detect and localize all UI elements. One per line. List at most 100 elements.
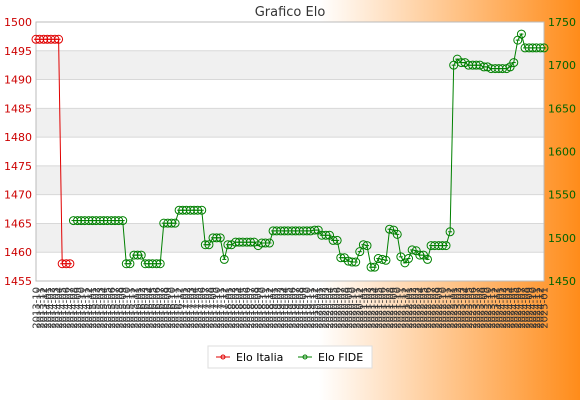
left-axis-tick-label: 1475 xyxy=(4,160,32,173)
plot-band xyxy=(36,194,544,224)
x-axis-tick-label: 2018-08 xyxy=(250,287,261,329)
x-axis-tick-label: 2024-05 xyxy=(509,287,520,329)
x-axis-tick-label: 2023-07 xyxy=(472,287,483,329)
left-y-axis: 1455 1460 1465 1470 1475 1480 1485 1490 1495 1500 xyxy=(4,16,32,288)
plot-band xyxy=(36,22,544,51)
x-axis-tick-label: 2023-12 xyxy=(491,287,502,329)
x-axis-tick-label: 2015-11 xyxy=(126,287,137,329)
data-point-elo-fide[interactable] xyxy=(118,216,128,226)
data-point-elo-fide[interactable] xyxy=(445,227,455,237)
x-axis-tick-label: 2020-02 xyxy=(317,287,328,329)
x-axis-tick-label: 2024-11 xyxy=(532,287,543,329)
x-axis-tick-label: 2014-07 xyxy=(65,287,76,329)
data-point-elo-fide[interactable] xyxy=(219,254,229,264)
x-axis-tick-label: 2020-01 xyxy=(314,287,325,329)
x-axis-tick-label: 2021-11 xyxy=(397,287,408,329)
data-point-elo-fide[interactable] xyxy=(343,256,353,266)
data-point-elo-fide[interactable] xyxy=(197,205,207,215)
x-axis-tick-label: 2013-11 xyxy=(35,287,46,329)
x-axis-tick-label: 2019-05 xyxy=(284,287,295,329)
x-axis-tick-label: 2017-08 xyxy=(205,287,216,329)
x-axis-tick-label: 2023-10 xyxy=(483,287,494,329)
left-axis-tick-label: 1470 xyxy=(4,189,32,202)
data-point-elo-fide[interactable] xyxy=(351,257,361,267)
data-point-elo-fide[interactable] xyxy=(125,259,135,269)
data-point-elo-fide[interactable] xyxy=(509,58,519,68)
right-axis-tick-label: 1650 xyxy=(548,102,576,115)
x-axis-tick-label: 2018-12 xyxy=(265,287,276,329)
x-axis-tick-label: 2015-07 xyxy=(111,287,122,329)
x-axis-tick-label: 2020-12 xyxy=(355,287,366,329)
x-axis-tick-label: 2015-04 xyxy=(99,287,110,329)
x-axis-tick-label: 2016-05 xyxy=(148,287,159,329)
right-axis-tick-label: 1550 xyxy=(548,189,576,202)
legend-item-elo-fide[interactable]: Elo FIDE xyxy=(298,351,363,364)
data-point-elo-fide[interactable] xyxy=(407,245,417,255)
x-axis-tick-label: 2017-02 xyxy=(182,287,193,329)
x-axis-tick-label: 2021-04 xyxy=(370,287,381,329)
x-axis-tick-label: 2019-09 xyxy=(299,287,310,329)
x-axis-tick-label: 2020-09 xyxy=(344,287,355,329)
data-point-elo-fide[interactable] xyxy=(422,254,432,264)
left-axis-tick-label: 1480 xyxy=(4,131,32,144)
data-point-elo-fide[interactable] xyxy=(264,238,274,248)
data-point-elo-fide[interactable] xyxy=(332,235,342,245)
data-point-elo-fide[interactable] xyxy=(385,224,395,234)
x-axis-tick-label: 2016-09 xyxy=(163,287,174,329)
x-axis-tick-label: 2022-11 xyxy=(442,287,453,329)
x-axis-tick-label: 2020-06 xyxy=(333,287,344,329)
x-axis-tick-label: 2023-01 xyxy=(449,287,460,329)
x-axis-tick-label: 2016-02 xyxy=(137,287,148,329)
plot-band xyxy=(36,79,544,109)
x-axis: 2013-102013-112013-122014-012014-022014-… xyxy=(32,287,551,329)
plot-band xyxy=(36,165,544,195)
x-axis-tick-label: 2013-10 xyxy=(32,287,43,329)
x-axis-tick-label: 2018-11 xyxy=(261,287,272,329)
x-axis-tick-label: 2017-01 xyxy=(178,287,189,329)
x-axis-tick-label: 2023-11 xyxy=(487,287,498,329)
x-axis-tick-label: 2022-12 xyxy=(445,287,456,329)
data-point-elo-fide[interactable] xyxy=(392,229,402,239)
data-point-elo-fide[interactable] xyxy=(377,254,387,264)
x-axis-tick-label: 2021-07 xyxy=(381,287,392,329)
x-axis-tick-label: 2014-03 xyxy=(50,287,61,329)
legend-label-elo-italia: Elo Italia xyxy=(236,351,283,364)
x-axis-tick-label: 2019-11 xyxy=(306,287,317,329)
data-point-elo-fide[interactable] xyxy=(516,29,526,39)
data-point-elo-fide[interactable] xyxy=(204,240,214,250)
data-point-elo-fide[interactable] xyxy=(370,262,380,272)
data-point-elo-fide[interactable] xyxy=(362,241,372,251)
data-point-elo-fide[interactable] xyxy=(155,259,165,269)
left-axis-tick-label: 1465 xyxy=(4,217,32,230)
data-point-elo-fide[interactable] xyxy=(215,233,225,243)
data-point-elo-fide[interactable] xyxy=(136,250,146,260)
x-axis-tick-label: 2016-07 xyxy=(156,287,167,329)
data-point-elo-fide[interactable] xyxy=(170,218,180,228)
x-axis-tick-label: 2023-03 xyxy=(457,287,468,329)
x-axis-tick-label: 2020-05 xyxy=(329,287,340,329)
x-axis-tick-label: 2024-08 xyxy=(521,287,532,329)
legend: Elo Italia Elo FIDE xyxy=(207,345,373,369)
x-axis-tick-label: 2021-05 xyxy=(374,287,385,329)
data-point-elo-italia[interactable] xyxy=(65,259,75,269)
data-point-elo-fide[interactable] xyxy=(381,255,391,265)
data-point-elo-fide[interactable] xyxy=(355,247,365,257)
x-axis-tick-label: 2019-02 xyxy=(272,287,283,329)
data-point-elo-fide[interactable] xyxy=(404,254,414,264)
data-point-elo-fide[interactable] xyxy=(539,43,549,53)
data-point-elo-fide[interactable] xyxy=(358,240,368,250)
x-axis-tick-label: 2014-12 xyxy=(84,287,95,329)
data-point-elo-fide[interactable] xyxy=(441,241,451,251)
x-axis-tick-label: 2018-09 xyxy=(254,287,265,329)
series-elo-italia xyxy=(31,34,75,269)
x-axis-tick-label: 2014-06 xyxy=(62,287,73,329)
plot-band xyxy=(36,108,544,138)
x-axis-tick-label: 2024-12 xyxy=(536,287,547,329)
data-point-elo-italia[interactable] xyxy=(54,34,64,44)
legend-item-elo-italia[interactable]: Elo Italia xyxy=(216,351,283,364)
grid-lines xyxy=(35,21,545,282)
right-axis-tick-label: 1600 xyxy=(548,146,576,159)
x-axis-tick-label: 2015-08 xyxy=(114,287,125,329)
x-axis-tick-label: 2023-02 xyxy=(453,287,464,329)
right-axis-tick-label: 1500 xyxy=(548,232,576,245)
